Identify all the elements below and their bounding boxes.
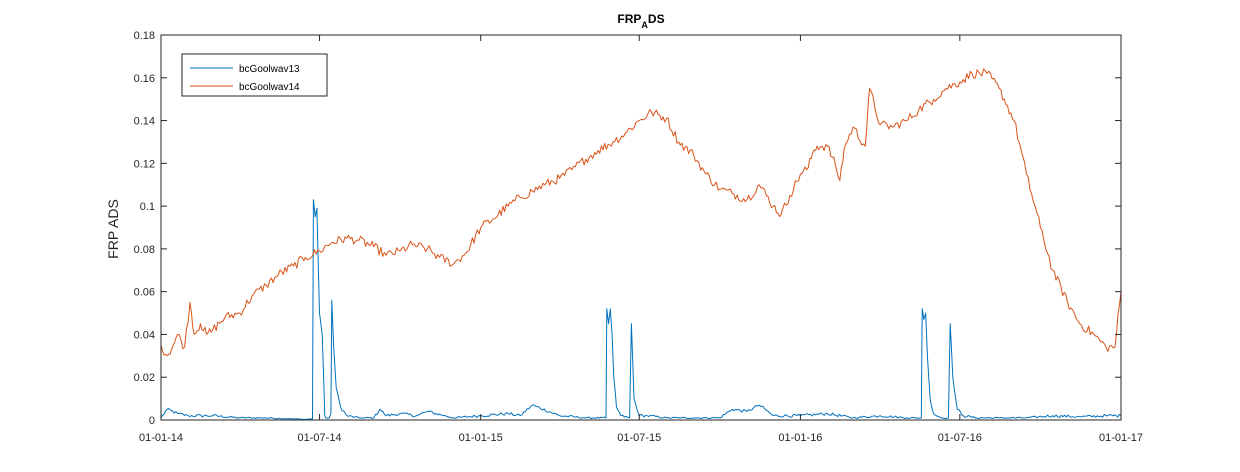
x-tick-label: 01-01-14	[139, 432, 183, 444]
legend-box	[181, 53, 328, 97]
x-tick-label: 01-07-15	[617, 432, 661, 444]
y-tick-label: 0.16	[134, 73, 155, 85]
y-tick-label: 0.04	[134, 329, 155, 341]
chart-title: FRPADS	[617, 12, 664, 30]
axes-layer: 0 0.02 0.04 0.06 0.08 0.1 0.12 0.14 0.16 0.18 01-0…	[134, 30, 1143, 444]
y-axis-label: FRP ADS	[105, 199, 121, 259]
y-tick-label: 0.1	[140, 201, 155, 213]
x-tick-label: 01-01-17	[1099, 432, 1143, 444]
y-tick-label: 0.12	[134, 158, 155, 170]
axes-box	[160, 34, 1122, 421]
x-tick-label: 01-01-16	[778, 432, 822, 444]
legend-entry-bcGoolwav14: bcGoolwav14	[239, 82, 300, 93]
x-tick-label: 01-07-16	[938, 432, 982, 444]
y-tick-label: 0.08	[134, 244, 155, 256]
series-line-bcGoolwav14	[160, 68, 1122, 357]
y-tick-label: 0.06	[134, 287, 155, 299]
y-tick-label: 0.14	[134, 116, 155, 128]
x-tick-label: 01-07-14	[298, 432, 342, 444]
legend: bcGoolwav13 bcGoolwav14	[181, 53, 328, 97]
y-tick-label: 0.18	[134, 30, 155, 42]
y-tick-label: 0	[149, 415, 155, 427]
series-layer	[160, 68, 1122, 420]
x-tick-label: 01-01-15	[459, 432, 503, 444]
legend-entry-bcGoolwav13: bcGoolwav13	[239, 64, 300, 75]
y-tick-label: 0.02	[134, 372, 155, 384]
series-line-bcGoolwav13	[160, 199, 1122, 420]
